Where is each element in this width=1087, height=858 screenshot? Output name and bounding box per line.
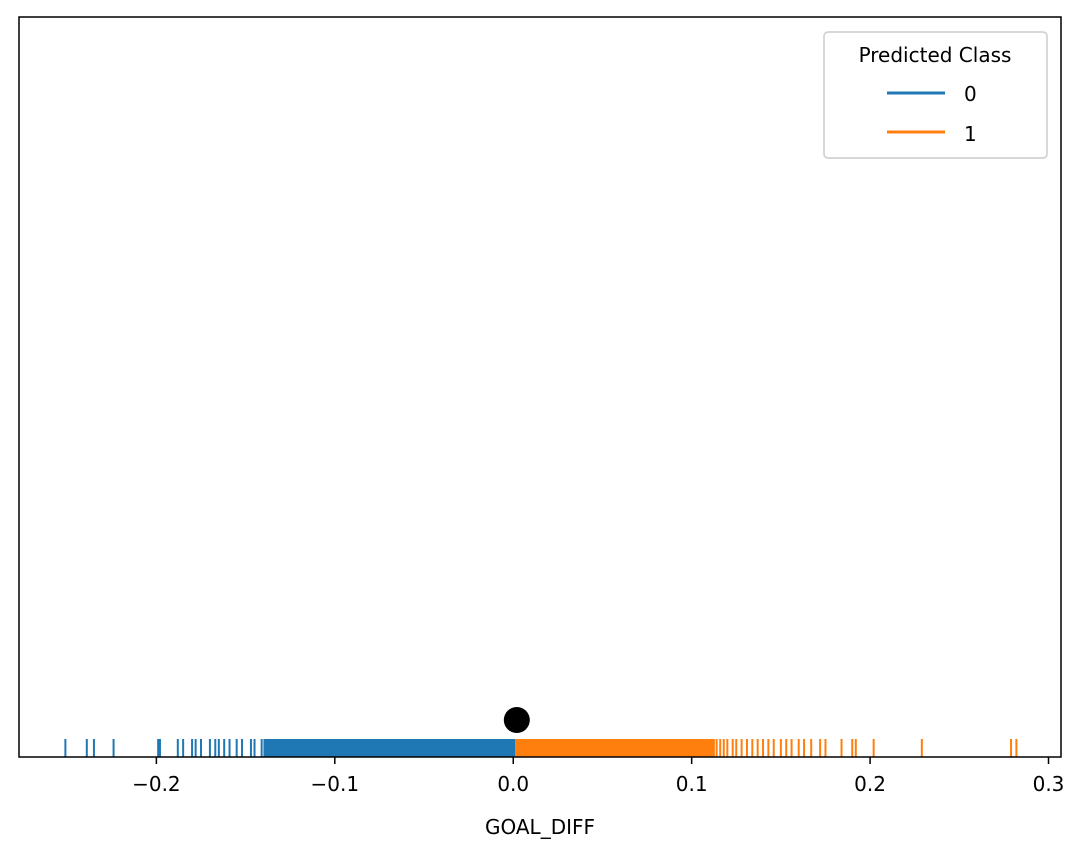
instance-marker: [503, 707, 530, 733]
rug-marks: [64, 739, 1018, 757]
rug-dense-band-class-0: [263, 739, 516, 757]
legend: Predicted Class 0 1: [823, 31, 1048, 159]
x-tick-label: −0.2: [132, 772, 181, 796]
legend-title: Predicted Class: [859, 43, 1012, 67]
x-axis: −0.2 −0.1 0.0 0.1 0.2 0.3: [132, 757, 1064, 796]
x-tick-label: 0.2: [854, 772, 886, 796]
plot-area-frame: [18, 16, 1062, 758]
legend-label-0: 0: [964, 82, 977, 106]
rug-dense-band-class-1: [515, 739, 715, 757]
x-tick-label: −0.1: [311, 772, 360, 796]
x-tick-label: 0.1: [676, 772, 708, 796]
x-tick-label: 0.0: [497, 772, 529, 796]
x-tick-label: 0.3: [1033, 772, 1065, 796]
legend-box: [823, 31, 1048, 159]
x-axis-label: GOAL_DIFF: [485, 815, 595, 839]
legend-label-1: 1: [964, 122, 977, 146]
